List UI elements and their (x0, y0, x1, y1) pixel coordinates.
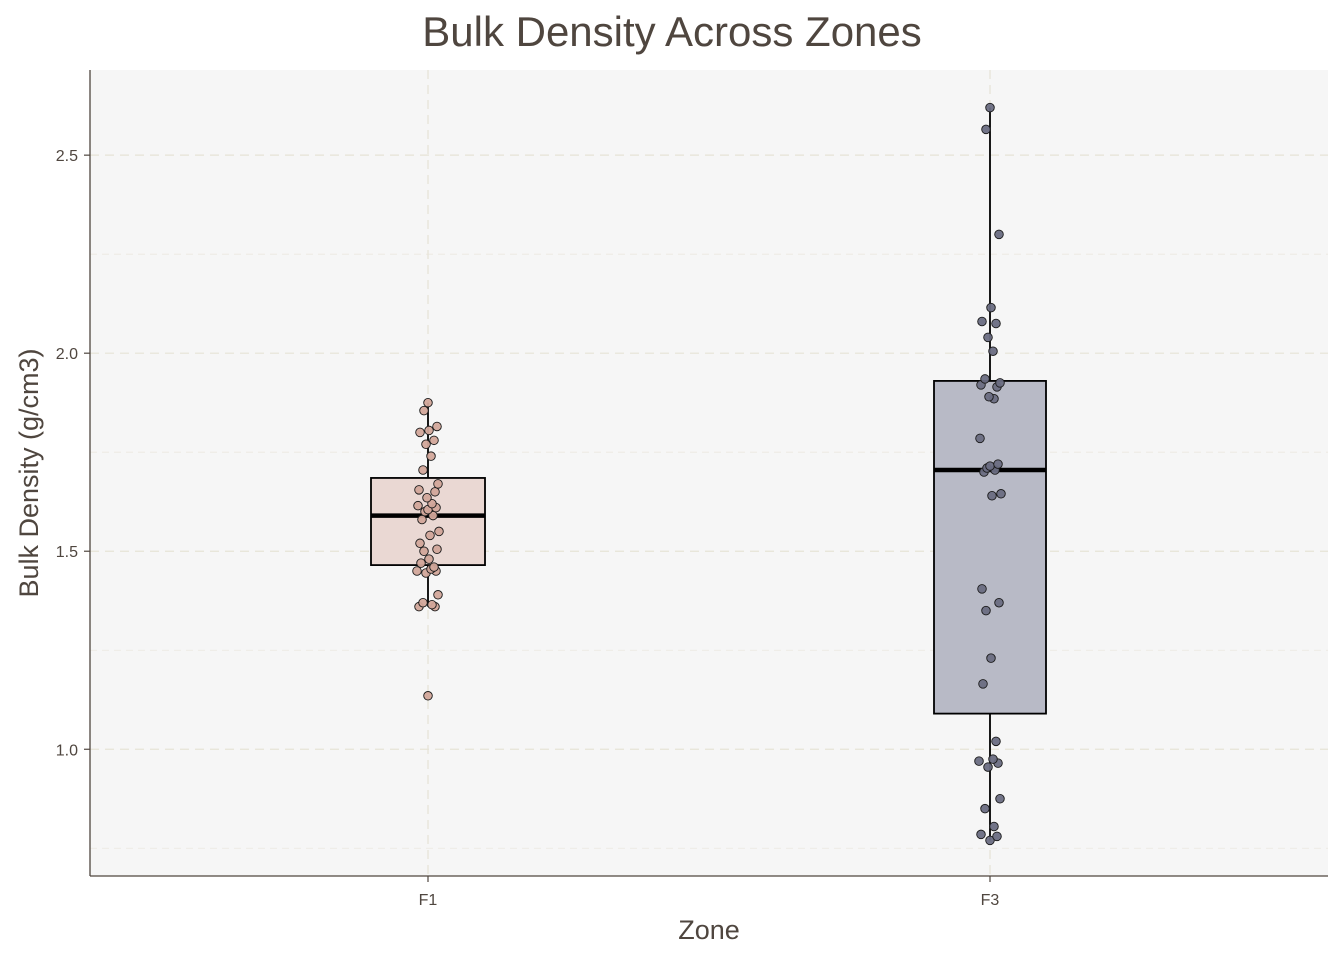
data-point (424, 554, 434, 564)
y-tick-label: 1.0 (56, 742, 78, 759)
x-tick-label: F3 (981, 892, 1000, 909)
grid-layer (90, 70, 1328, 876)
y-tick-label: 2.5 (56, 148, 78, 165)
data-point (413, 500, 423, 511)
data-point (981, 124, 991, 135)
data-point (991, 318, 1001, 329)
data-point (975, 433, 985, 444)
data-point (416, 558, 426, 568)
data-point (986, 302, 996, 313)
data-point (977, 584, 987, 594)
data-point (995, 378, 1005, 388)
data-point (421, 439, 431, 450)
data-point (985, 102, 995, 113)
data-point (986, 653, 996, 663)
box-rect (933, 380, 1047, 715)
data-point (429, 435, 439, 446)
axis-layer: F1 F3 1.0 1.5 2.0 2.5 (56, 70, 1328, 909)
y-axis-title: Bulk Density (g/cm3) (14, 348, 44, 597)
data-point (415, 427, 425, 438)
data-point (993, 459, 1003, 469)
data-point (425, 530, 435, 541)
data-point (423, 691, 433, 701)
data-point (995, 794, 1005, 804)
data-point (412, 566, 422, 576)
data-point (984, 392, 994, 402)
data-point (994, 229, 1004, 240)
data-point (429, 562, 439, 572)
data-point (992, 831, 1002, 842)
y-tick-label: 2.0 (56, 346, 78, 363)
data-point (981, 605, 991, 616)
data-point (980, 803, 990, 814)
plot-background (90, 70, 1328, 876)
data-point (433, 479, 443, 489)
data-point (418, 597, 428, 608)
data-point (415, 538, 425, 549)
data-point (433, 590, 443, 600)
data-point (432, 544, 442, 554)
x-axis-title: Zone (678, 915, 740, 945)
y-tick-label: 1.5 (56, 544, 78, 561)
data-point (987, 491, 997, 501)
chart-title: Bulk Density Across Zones (422, 8, 922, 55)
data-point (427, 599, 437, 610)
data-point (424, 425, 434, 436)
data-point (996, 489, 1006, 499)
data-point (418, 465, 428, 475)
data-point (434, 526, 444, 537)
data-point (422, 493, 432, 503)
data-point (985, 835, 995, 846)
data-point (417, 514, 427, 525)
data-point (976, 829, 986, 840)
data-point (430, 487, 440, 497)
data-point (988, 754, 998, 764)
data-point (991, 736, 1001, 747)
data-point (419, 405, 429, 416)
x-tick-label: F1 (419, 892, 438, 909)
data-point (980, 374, 990, 384)
point-layer (412, 102, 1006, 846)
data-point (988, 346, 998, 356)
data-point (989, 821, 999, 832)
data-point (974, 756, 984, 766)
data-point (414, 485, 424, 495)
data-point (423, 397, 433, 408)
data-point (983, 762, 993, 772)
data-point (985, 461, 995, 471)
data-point (426, 451, 436, 461)
data-point (432, 421, 442, 432)
data-point (419, 546, 429, 556)
data-point (994, 597, 1004, 608)
data-point (983, 332, 993, 343)
data-point (978, 679, 988, 689)
data-point (977, 316, 987, 327)
